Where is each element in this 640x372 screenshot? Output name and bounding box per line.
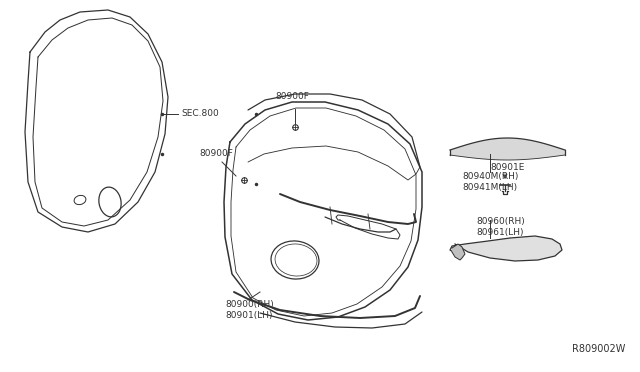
Polygon shape — [450, 236, 562, 261]
Text: 80960(RH)
80961(LH): 80960(RH) 80961(LH) — [476, 217, 525, 237]
Text: 80940M(RH)
80941M(LH): 80940M(RH) 80941M(LH) — [462, 172, 518, 192]
Text: 80900F: 80900F — [275, 92, 309, 101]
Text: SEC.800: SEC.800 — [181, 109, 219, 119]
Polygon shape — [450, 138, 565, 160]
Text: 80900F: 80900F — [199, 149, 233, 158]
Polygon shape — [452, 244, 465, 260]
Text: R809002W: R809002W — [572, 344, 625, 354]
Text: 80900(RH)
80901(LH): 80900(RH) 80901(LH) — [225, 300, 274, 320]
Text: 80901E: 80901E — [490, 163, 524, 172]
